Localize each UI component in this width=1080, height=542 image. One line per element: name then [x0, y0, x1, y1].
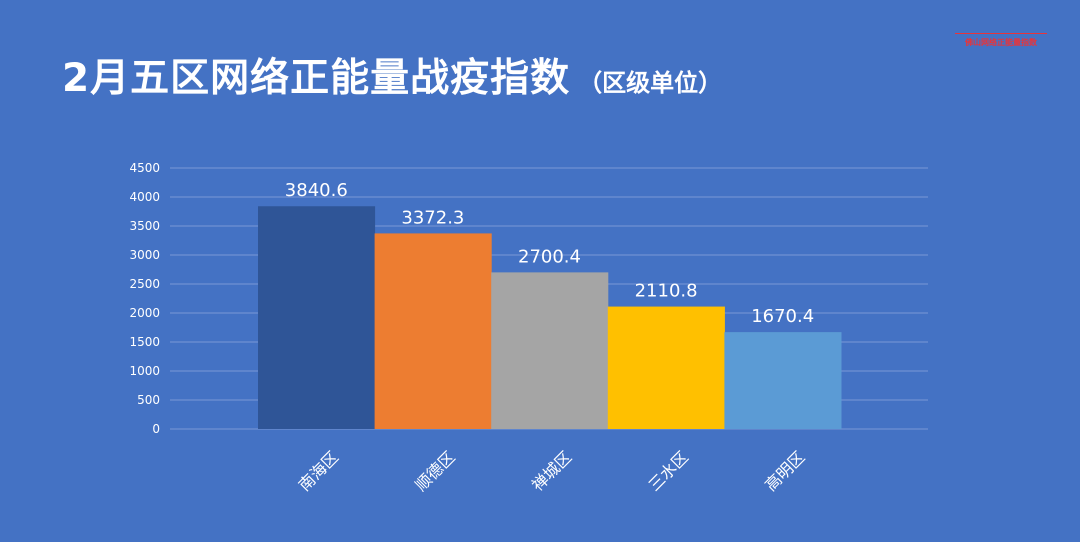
y-tick-label: 2000 [129, 306, 160, 320]
y-tick-label: 0 [152, 422, 160, 436]
bar-value-label: 2700.4 [518, 246, 581, 267]
y-tick-label: 4500 [129, 161, 160, 175]
y-tick-label: 2500 [129, 277, 160, 291]
category-label: 禅城区 [528, 447, 575, 494]
bar-0 [258, 206, 376, 429]
brand-label: 佛山网络正能量指数 [955, 33, 1047, 48]
value-labels: 3840.6 3372.3 2700.4 2110.8 1670.4 [285, 180, 814, 327]
bar-2 [491, 272, 609, 429]
y-tick-label: 4000 [129, 190, 160, 204]
chart-subtitle: （区级单位） [578, 69, 723, 97]
y-tick-label: 1000 [129, 364, 160, 378]
y-axis-ticks: 0 500 1000 1500 2000 2500 3000 3500 4000 4500 [129, 161, 160, 436]
bar-3 [607, 306, 725, 429]
bars [258, 206, 842, 429]
chart-title: 2月五区网络正能量战疫指数 [62, 56, 571, 101]
bar-4 [724, 332, 842, 429]
category-label: 顺德区 [411, 447, 458, 494]
y-tick-label: 3500 [129, 219, 160, 233]
bar-value-label: 3840.6 [285, 180, 348, 201]
category-label: 三水区 [645, 447, 692, 494]
x-axis-categories: 南海区 顺德区 禅城区 三水区 高明区 [295, 447, 809, 494]
y-tick-label: 3000 [129, 248, 160, 262]
y-tick-label: 1500 [129, 335, 160, 349]
page-title: 2月五区网络正能量战疫指数 （区级单位） [62, 54, 722, 108]
category-label: 高明区 [761, 447, 808, 494]
bar-value-label: 2110.8 [635, 281, 698, 302]
y-tick-label: 500 [137, 393, 160, 407]
category-label: 南海区 [295, 447, 342, 494]
bar-value-label: 1670.4 [751, 306, 814, 327]
bar-1 [374, 233, 492, 429]
bar-value-label: 3372.3 [401, 207, 464, 228]
